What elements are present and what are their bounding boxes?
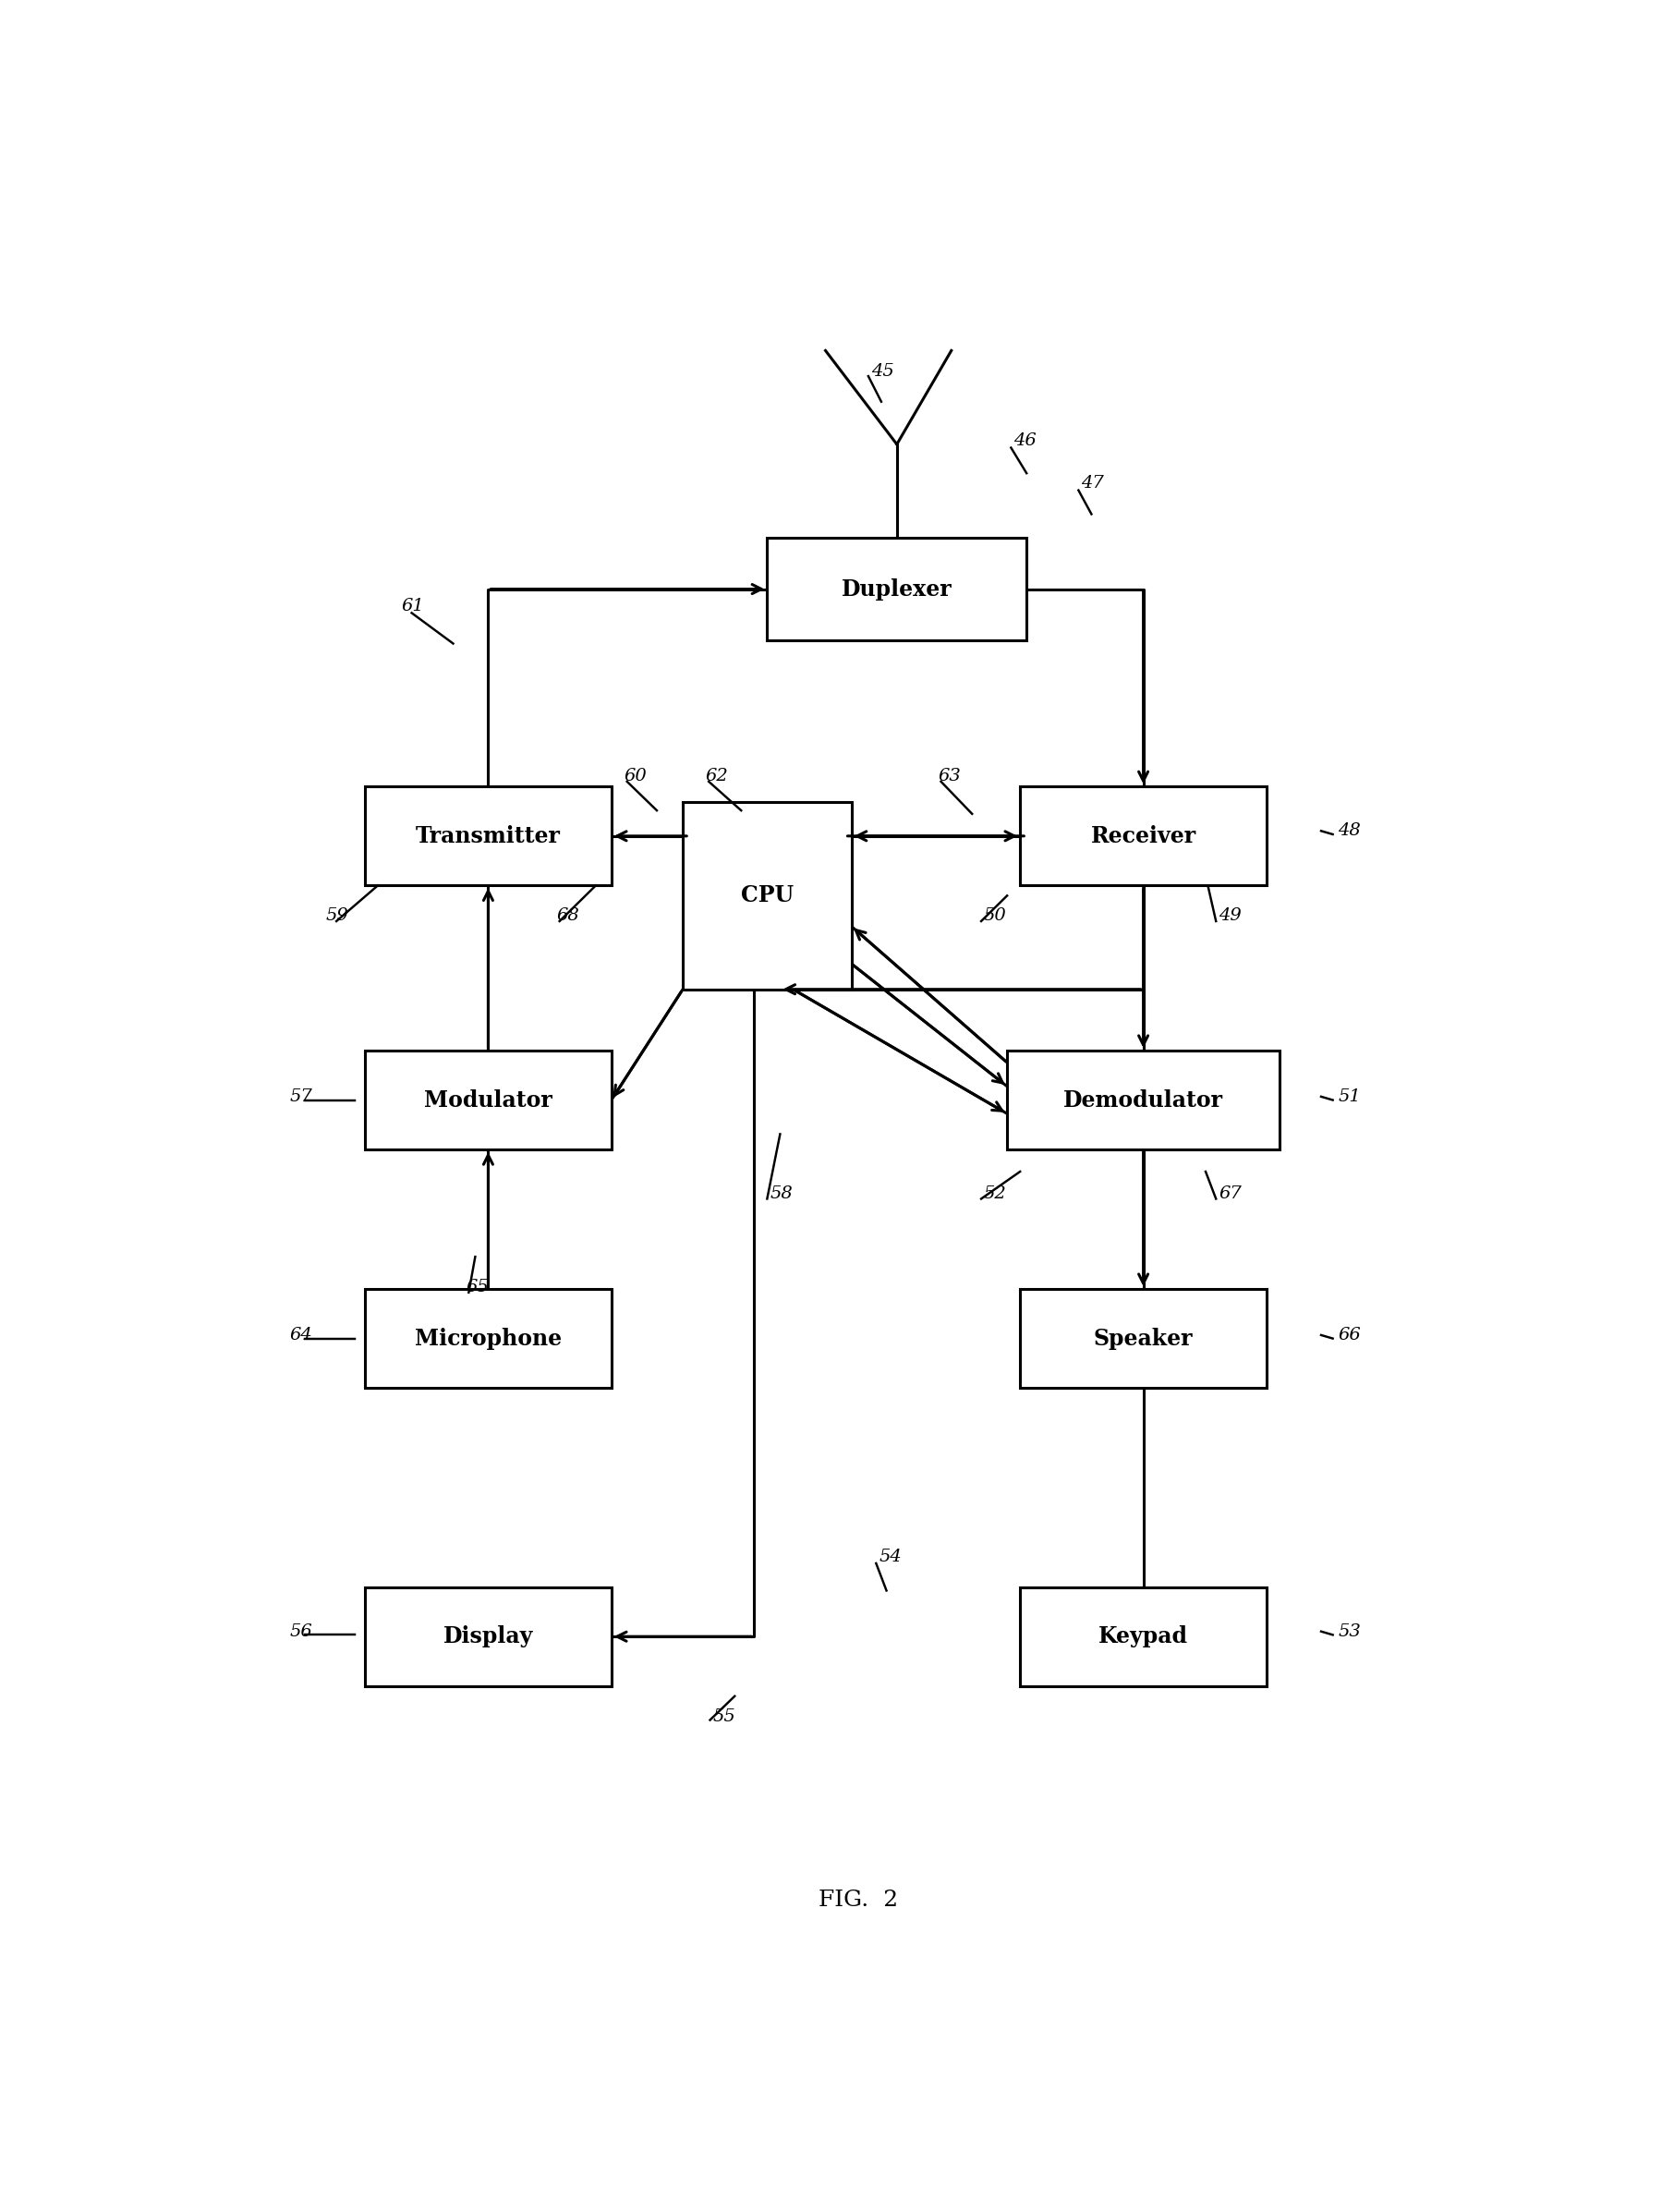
Text: 59: 59 <box>326 907 348 925</box>
Bar <box>365 787 611 885</box>
Text: 62: 62 <box>705 768 728 785</box>
Text: 47: 47 <box>1081 476 1103 491</box>
Text: Transmitter: Transmitter <box>415 825 561 847</box>
Text: 61: 61 <box>402 597 424 615</box>
Text: Microphone: Microphone <box>415 1327 562 1349</box>
Text: Keypad: Keypad <box>1098 1626 1189 1648</box>
Bar <box>1019 1588 1267 1686</box>
Text: 53: 53 <box>1338 1624 1361 1639</box>
Text: 55: 55 <box>713 1708 735 1725</box>
Text: Receiver: Receiver <box>1091 825 1195 847</box>
Text: 68: 68 <box>557 907 579 925</box>
Text: FIG.  2: FIG. 2 <box>819 1889 897 1911</box>
Text: 66: 66 <box>1338 1327 1361 1343</box>
Bar <box>365 1051 611 1150</box>
Text: Duplexer: Duplexer <box>842 577 953 599</box>
Bar <box>767 538 1026 639</box>
Text: 49: 49 <box>1219 907 1242 925</box>
Text: 52: 52 <box>984 1186 1006 1201</box>
Bar <box>1008 1051 1279 1150</box>
Text: Demodulator: Demodulator <box>1063 1088 1224 1110</box>
Text: 46: 46 <box>1013 434 1036 449</box>
Text: 65: 65 <box>465 1279 489 1296</box>
Text: 50: 50 <box>984 907 1006 925</box>
Text: 54: 54 <box>879 1548 902 1564</box>
Text: CPU: CPU <box>740 885 793 907</box>
Bar <box>1019 1290 1267 1387</box>
Text: Modulator: Modulator <box>424 1088 552 1110</box>
Text: 58: 58 <box>770 1186 792 1201</box>
Text: 63: 63 <box>939 768 961 785</box>
Bar <box>1019 787 1267 885</box>
Text: 57: 57 <box>290 1088 313 1106</box>
Text: 56: 56 <box>290 1624 313 1639</box>
Text: 45: 45 <box>870 363 894 378</box>
Text: 48: 48 <box>1338 823 1361 838</box>
Text: Speaker: Speaker <box>1093 1327 1194 1349</box>
Text: 67: 67 <box>1219 1186 1242 1201</box>
Bar <box>683 803 852 989</box>
Text: Display: Display <box>444 1626 532 1648</box>
Bar <box>365 1588 611 1686</box>
Bar <box>365 1290 611 1387</box>
Text: 51: 51 <box>1338 1088 1361 1106</box>
Text: 60: 60 <box>624 768 648 785</box>
Text: 64: 64 <box>290 1327 313 1343</box>
